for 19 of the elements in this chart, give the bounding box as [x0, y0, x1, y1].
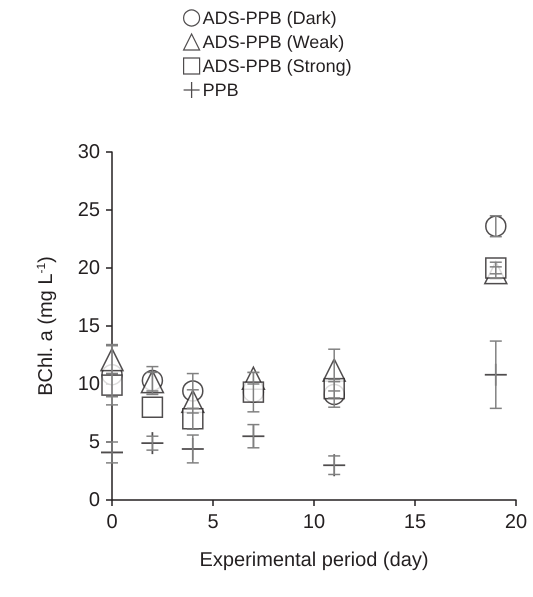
y-tick-label: 5	[88, 431, 100, 453]
y-tick-label: 25	[78, 199, 100, 221]
legend-label: ADS-PPB (Weak)	[202, 32, 344, 52]
x-tick-label: 10	[302, 511, 326, 533]
legend-label: PPB	[202, 80, 239, 100]
y-tick-label: 15	[78, 315, 100, 337]
x-tick-label: 20	[504, 511, 528, 533]
x-axis-title: Experimental period (day)	[200, 549, 428, 571]
y-tick-label: 10	[78, 373, 100, 395]
y-tick-label: 20	[78, 257, 100, 279]
legend-label: ADS-PPB (Dark)	[202, 8, 337, 28]
legend-label: ADS-PPB (Strong)	[202, 56, 352, 76]
y-tick-label: 30	[78, 141, 100, 163]
x-tick-label: 0	[106, 511, 118, 533]
y-axis-title: BChl. a (mg L-1)	[34, 256, 57, 396]
x-tick-label: 15	[404, 511, 426, 533]
point	[142, 396, 164, 418]
y-tick-label: 0	[88, 489, 100, 511]
x-tick-label: 5	[207, 511, 219, 533]
